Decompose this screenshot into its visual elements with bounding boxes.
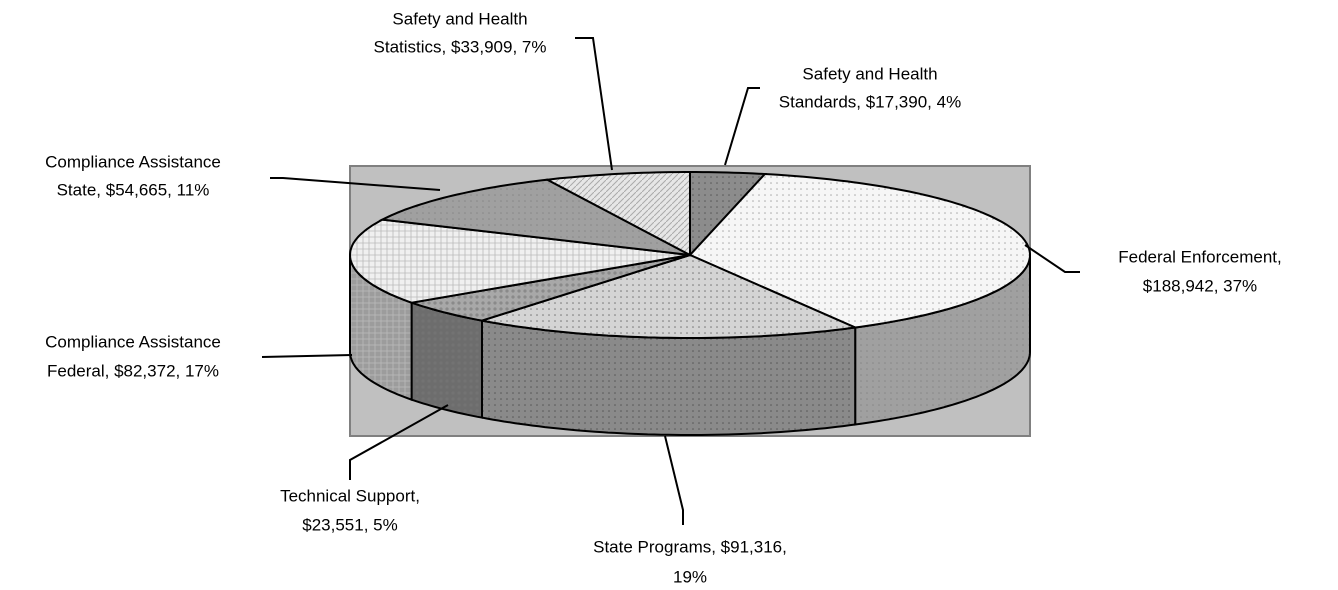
leader-line (261, 354, 353, 358)
data-label: $188,942, 37% (1143, 276, 1257, 295)
slice-top (688, 172, 1031, 329)
slice-top (411, 254, 691, 322)
leader-line (724, 87, 760, 166)
data-label: 19% (673, 567, 707, 586)
slice-top (481, 253, 859, 339)
data-label: State Programs, $91,316, (593, 537, 787, 556)
leader-line (1024, 244, 1080, 273)
leader-line (575, 37, 613, 171)
data-label: State, $54,665, 11% (57, 180, 210, 199)
data-label: $23,551, 5% (302, 515, 397, 534)
data-label: Compliance Assistance (45, 332, 221, 351)
leader-line (664, 435, 684, 525)
slice-top (544, 171, 691, 257)
slice-top (349, 218, 691, 304)
data-label: Technical Support, (280, 486, 420, 505)
data-label: Safety and Health (802, 64, 937, 83)
data-label: Standards, $17,390, 4% (779, 92, 961, 111)
slice-top (378, 178, 691, 256)
data-label: Compliance Assistance (45, 152, 221, 171)
data-label: Federal, $82,372, 17% (47, 361, 219, 380)
data-label: Statistics, $33,909, 7% (374, 37, 547, 56)
leader-line (349, 404, 449, 480)
leader-line (270, 177, 441, 191)
slice-side (410, 301, 483, 419)
data-label: Safety and Health (392, 9, 527, 28)
data-label: Federal Enforcement, (1118, 247, 1281, 266)
